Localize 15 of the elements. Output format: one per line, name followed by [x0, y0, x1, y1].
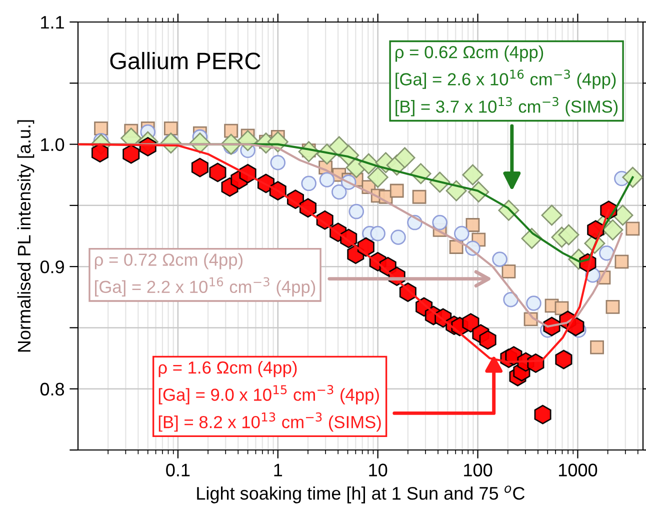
y-tick-label: 1.0: [41, 138, 64, 152]
text: ρ = 0.62 Ωcm (4pp) [Ga] = 2.6 x 10$^{16}$ cm$^{−3}$ (4pp) [B] = 3.7 x 10$^{13}$ cm$^{−3}$ (SIMS): [396, 46, 618, 116]
text: ρ = 1.6 Ωcm (4pp) [Ga] = 9.0 x 10$^{15}$ cm$^{−3}$ (4pp) [B] = 8.2 x 10$^{13}$ cm$^{−3}$ (SIMS): [158, 360, 381, 432]
x-tick-label: 0.1: [166, 464, 190, 476]
annotation: ρ = 0.72 Ωcm (4pp) [Ga] = 2.2 x 10$^{16}$ cm$^{−3}$ (4pp): [94, 253, 316, 296]
x-tick-label: 1000: [559, 464, 598, 476]
x-axis-title: Light soaking time [h] at 1 Sun and 75 $^{o}$C: [197, 486, 525, 504]
y-axis-title: Normalised PL intensity [a.u.]: [17, 120, 34, 352]
x-tick-label: 1: [274, 464, 282, 476]
y-tick-label: 1.1: [41, 16, 64, 29]
x-tick-label: 100: [464, 464, 492, 476]
y-tick-label: 0.8: [40, 382, 64, 396]
x-tick-label: 10: [369, 464, 388, 476]
text: Gallium PERC: [110, 52, 260, 70]
y-tick-label: 0.9: [40, 260, 64, 274]
